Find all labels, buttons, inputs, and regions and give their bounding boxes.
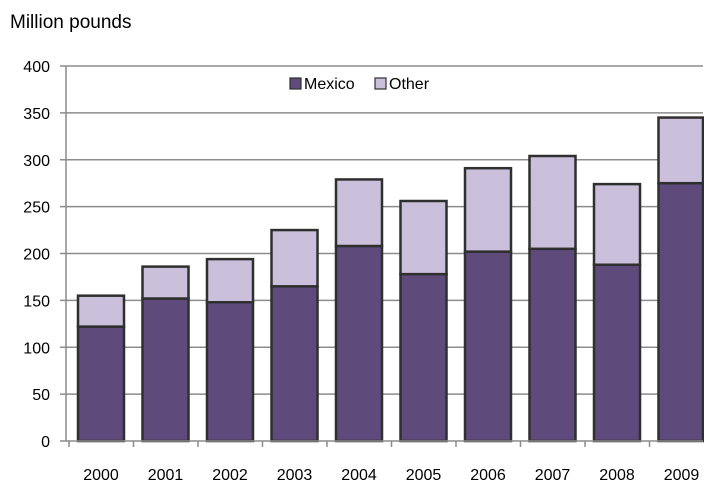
x-tick-label-2002: 2002 [212,467,248,484]
y-tick-label-200: 200 [23,247,50,264]
bar-other-2004 [334,178,384,248]
bar-mexico-2006 [463,250,513,443]
bar-mexico-2003 [270,285,319,443]
bar-other-2006 [463,166,513,253]
bar-other-2000 [76,294,126,328]
x-tick-labels: 2000 2001 2002 2003 2004 2005 2006 2007 2008 2009 [83,467,699,484]
bar-mexico-2004 [334,244,384,443]
bar-mexico-2009 [657,181,704,443]
bar-mexico-2000 [76,325,126,443]
x-tick-label-2000: 2000 [83,467,119,484]
bar-other-2005 [399,199,448,276]
x-tick-label-2008: 2008 [599,467,635,484]
y-tick-label-300: 300 [23,153,50,170]
bars [76,116,704,443]
y-tick-label-250: 250 [23,200,50,217]
x-tick-label-2009: 2009 [664,467,700,484]
y-tick-label-350: 350 [23,106,50,123]
bar-mexico-2007 [528,247,577,443]
y-tick-labels: 0 50 100 150 200 250 300 350 400 [23,59,50,451]
x-tick-label-2007: 2007 [535,467,571,484]
x-tick-label-2001: 2001 [148,467,184,484]
y-axis-unit-label: Million pounds [10,12,132,33]
bar-mexico-2001 [141,297,190,443]
bar-other-2007 [528,154,577,251]
y-tick-label-50: 50 [32,387,50,404]
y-tick-label-400: 400 [23,59,50,76]
legend-label-mexico: Mexico [304,76,355,93]
x-tick-label-2004: 2004 [341,467,377,484]
x-tick-label-2003: 2003 [277,467,313,484]
bar-other-2001 [141,265,190,300]
legend-label-other: Other [389,76,430,93]
axes [60,65,703,447]
legend-swatch-other [374,77,387,90]
x-tick-label-2005: 2005 [406,467,442,484]
bar-mexico-2008 [592,263,642,443]
y-tick-label-150: 150 [23,293,50,310]
legend: Mexico Other [289,76,430,93]
y-tick-label-100: 100 [23,340,50,357]
bar-other-2009 [657,116,704,185]
bar-other-2003 [270,228,319,288]
bar-other-2002 [205,257,255,304]
bar-mexico-2002 [205,301,255,443]
x-tick-label-2006: 2006 [470,467,506,484]
bar-mexico-2005 [399,272,448,443]
y-tick-label-0: 0 [41,434,50,451]
bar-other-2008 [592,182,642,266]
legend-swatch-mexico [289,77,302,90]
